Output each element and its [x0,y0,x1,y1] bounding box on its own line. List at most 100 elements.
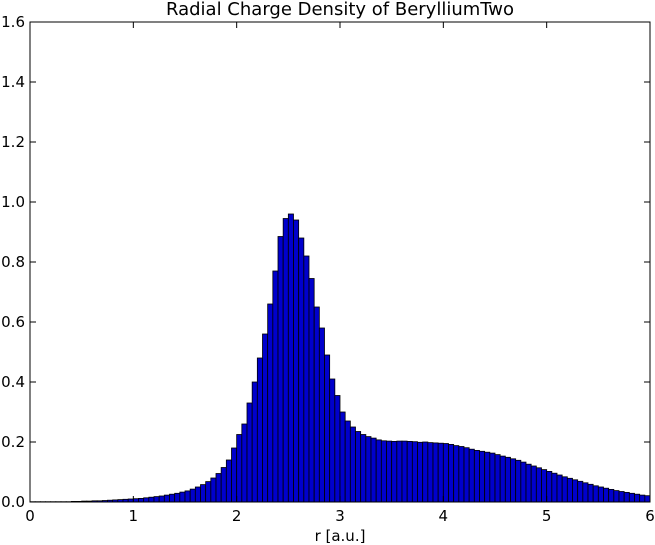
histogram-bar [148,496,155,503]
histogram-bar [163,494,170,503]
x-tick-label: 0 [25,507,35,525]
y-tick-label: 1.2 [1,133,25,151]
x-tick-label: 4 [439,507,449,525]
histogram-bar [499,455,506,503]
histogram-bar [184,490,191,503]
histogram-bar [535,467,542,503]
histogram-bar [220,467,227,503]
histogram-bar [293,219,300,503]
histogram-bar [396,440,403,503]
histogram-bar [401,440,408,503]
histogram-bar [143,497,150,503]
histogram-bar [355,431,362,503]
histogram-bar [510,458,517,503]
histogram-bar [329,378,336,503]
histogram-bar [417,441,424,503]
histogram-bar [272,270,279,503]
histogram-bar [339,411,346,503]
histogram-bar [618,491,625,503]
histogram-bar [427,442,434,503]
histogram-bar [448,443,455,503]
x-axis: 0 1 2 3 4 5 6 [25,22,655,525]
histogram-bar [556,474,563,503]
histogram-bar [608,488,615,503]
histogram-bar [572,479,579,503]
histogram-bar [298,237,305,503]
histogram-bar [215,473,222,503]
histogram-bar [370,437,377,503]
histogram-bar [634,493,641,503]
x-tick-label: 1 [129,507,139,525]
histogram-bar [251,381,258,503]
histogram-bar [442,443,449,503]
histogram-bar [380,440,387,503]
histogram-bar [479,450,486,503]
x-tick-label: 5 [542,507,552,525]
y-axis: 0.0 0.2 0.4 0.6 0.8 1.0 1.2 1.4 1.6 [1,13,650,511]
y-tick-label: 1.4 [1,73,25,91]
histogram-bar [577,480,584,503]
x-tick-label: 2 [232,507,242,525]
histogram-bar [561,476,568,503]
x-tick-label: 3 [335,507,345,525]
histogram-bar [194,486,201,503]
histogram-bar [628,492,635,503]
histogram-bar [406,440,413,503]
histogram-bar [277,236,284,503]
histogram-bar [386,440,393,503]
histogram-bar [318,327,325,503]
y-tick-label: 0.4 [1,373,25,391]
histogram-bar [334,395,341,503]
histogram-bar [308,278,315,503]
histogram-bar [225,459,232,503]
histogram-bar [592,485,599,503]
histogram-bar [411,441,418,503]
histogram-bar [644,495,651,503]
histogram-bar [432,442,439,503]
histogram-bar [210,477,217,503]
y-tick-label: 0.2 [1,433,25,451]
histogram-bar [174,492,181,503]
histogram-bar [489,452,496,503]
histogram-bar [504,456,511,503]
histogram-bar [541,469,548,503]
histogram-bar [546,470,553,503]
histogram-bar [231,447,238,503]
x-axis-label: r [a.u.] [315,527,366,545]
histogram-bar [494,454,501,503]
y-tick-label: 0.0 [1,493,25,511]
y-tick-label: 0.6 [1,313,25,331]
histogram-bar [189,488,196,503]
histogram-bar [597,486,604,503]
histogram-bar [360,434,367,503]
histogram-bar [324,354,331,503]
histogram-bar [256,357,263,503]
histogram-bar [525,463,532,503]
histogram-bar [344,420,351,503]
histogram-bar [138,497,145,503]
histogram-bar [639,494,646,503]
histogram-bar [287,213,294,503]
histogram-bar [365,436,372,503]
histogram-bar [153,496,160,503]
histogram-bar [473,449,480,503]
histogram-bar [582,482,589,503]
histogram-bar [422,441,429,503]
histogram-bar [375,439,382,503]
x-tick-label: 6 [645,507,655,525]
histogram-bar [241,423,248,503]
y-tick-label: 1.6 [1,13,25,31]
histogram-bar [282,218,289,503]
histogram-bar [205,481,212,503]
histogram-bar [463,447,470,503]
bars [29,213,651,503]
histogram-bar [613,490,620,503]
histogram-bar [520,461,527,503]
histogram-bar [262,333,269,503]
histogram-bar [530,465,537,503]
histogram-bar [453,445,460,503]
histogram-bar [458,446,465,503]
histogram-bar [391,440,398,503]
histogram-bar [437,442,444,503]
